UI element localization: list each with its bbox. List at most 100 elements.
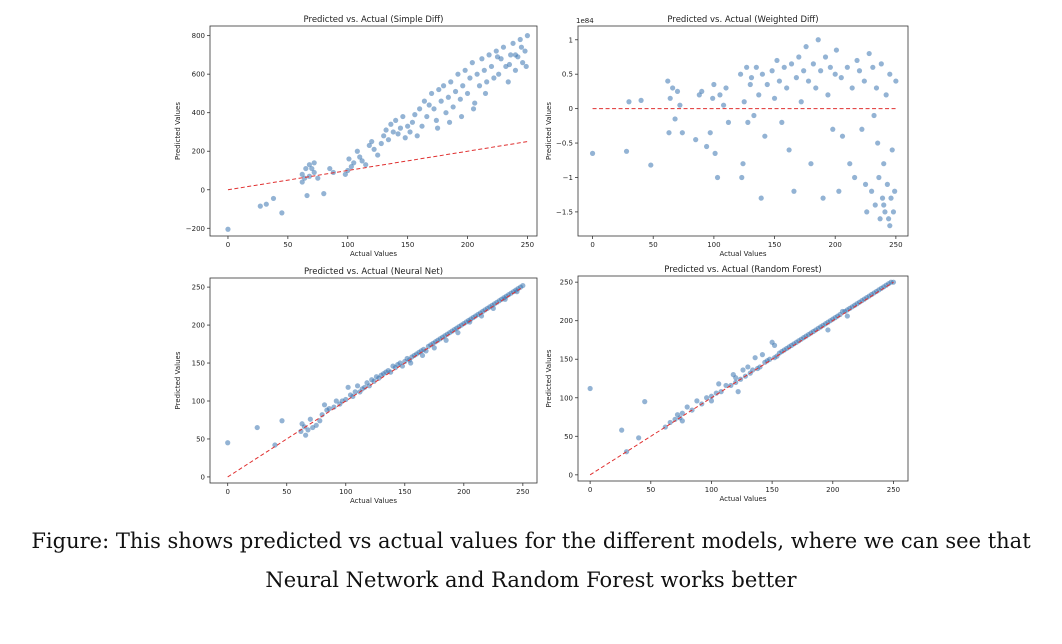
- x-tick-label: 0: [590, 241, 594, 249]
- data-point: [589, 150, 596, 156]
- data-point: [399, 363, 406, 369]
- x-tick-label: 250: [521, 241, 534, 249]
- caption-line-1: Figure: This shows predicted vs actual v…: [31, 529, 1031, 553]
- data-point: [331, 404, 337, 410]
- data-point: [385, 137, 392, 143]
- data-point: [667, 95, 673, 101]
- chart-title: Predicted vs. Actual (Simple Diff): [304, 15, 444, 25]
- data-point: [748, 75, 755, 81]
- data-point: [354, 383, 361, 389]
- data-point: [856, 68, 863, 74]
- y-tick-label: 0: [201, 186, 205, 194]
- data-point: [803, 44, 809, 50]
- data-point: [395, 131, 401, 137]
- data-point: [723, 85, 729, 91]
- data-point: [309, 165, 315, 172]
- y-tick-label: 0.5: [562, 71, 573, 79]
- data-point: [888, 195, 894, 201]
- y-tick-label: 50: [564, 433, 573, 441]
- data-point: [488, 63, 495, 70]
- x-tick-label: 250: [889, 241, 902, 249]
- data-point: [510, 40, 516, 46]
- data-point: [481, 67, 487, 73]
- data-point: [619, 427, 625, 433]
- data-point: [771, 342, 778, 348]
- data-point: [716, 381, 722, 387]
- data-point: [470, 106, 477, 112]
- data-point: [445, 94, 451, 100]
- data-point: [371, 378, 377, 384]
- x-axis-label: Actual Values: [719, 495, 766, 503]
- x-tick-label: 150: [765, 486, 778, 494]
- data-point: [744, 64, 750, 70]
- data-point: [587, 385, 593, 392]
- plot-frame: [209, 277, 538, 484]
- data-point: [699, 88, 705, 95]
- data-point: [844, 313, 850, 319]
- data-point: [694, 398, 700, 404]
- y-tick-label: 200: [192, 322, 205, 330]
- data-point: [767, 356, 773, 362]
- data-point: [757, 364, 763, 370]
- chart-panel-4: Predicted vs. Actual (Random Forest) 0 50 1…: [545, 265, 909, 503]
- data-point: [348, 164, 354, 170]
- data-point: [408, 360, 414, 366]
- data-point: [279, 418, 285, 424]
- y-tick-label: 150: [560, 356, 573, 364]
- data-point: [753, 64, 759, 70]
- data-point: [884, 181, 890, 187]
- y-tick-label: −0.5: [556, 140, 573, 148]
- data-point: [825, 92, 831, 98]
- data-point: [679, 418, 685, 424]
- data-point: [426, 102, 432, 108]
- data-point: [879, 195, 886, 201]
- data-point: [815, 37, 821, 43]
- data-point: [424, 113, 430, 120]
- data-point: [279, 210, 285, 216]
- data-point: [352, 389, 358, 395]
- data-point: [375, 152, 381, 158]
- data-point: [870, 64, 876, 70]
- data-point: [648, 162, 654, 168]
- data-point: [674, 88, 681, 95]
- y-tick-label: 600: [192, 71, 205, 79]
- data-point: [666, 130, 672, 136]
- x-tick-label: 250: [516, 488, 529, 496]
- data-point: [494, 54, 501, 60]
- data-point: [854, 57, 860, 64]
- x-tick-label: 50: [283, 241, 292, 249]
- data-point: [623, 148, 630, 154]
- data-point: [762, 133, 768, 139]
- y-tick-label: 100: [192, 398, 205, 406]
- data-point: [523, 63, 529, 70]
- data-point: [354, 148, 360, 154]
- data-point: [254, 424, 260, 431]
- data-point: [306, 173, 313, 179]
- data-point: [733, 375, 739, 381]
- data-point: [436, 86, 442, 93]
- data-point: [889, 147, 895, 153]
- data-point: [667, 419, 673, 426]
- data-point: [832, 71, 838, 77]
- data-point: [414, 133, 420, 139]
- data-point: [484, 79, 490, 85]
- data-point: [679, 130, 685, 136]
- data-point: [801, 68, 807, 74]
- data-point: [421, 98, 428, 104]
- data-point: [717, 92, 723, 98]
- data-point: [493, 48, 499, 54]
- data-point: [419, 352, 426, 359]
- y-tick-label: 200: [192, 148, 205, 156]
- data-point: [642, 399, 648, 405]
- data-point: [472, 100, 478, 106]
- data-point: [759, 352, 766, 358]
- y-axis-label: Predicted Values: [174, 351, 182, 409]
- x-tick-label: 150: [401, 241, 414, 249]
- y-axis-label: Predicted Values: [545, 349, 553, 407]
- data-point: [774, 57, 780, 64]
- data-point: [225, 226, 231, 232]
- data-point: [728, 382, 734, 389]
- data-point: [737, 71, 744, 77]
- data-point: [672, 116, 678, 122]
- data-point: [626, 99, 632, 105]
